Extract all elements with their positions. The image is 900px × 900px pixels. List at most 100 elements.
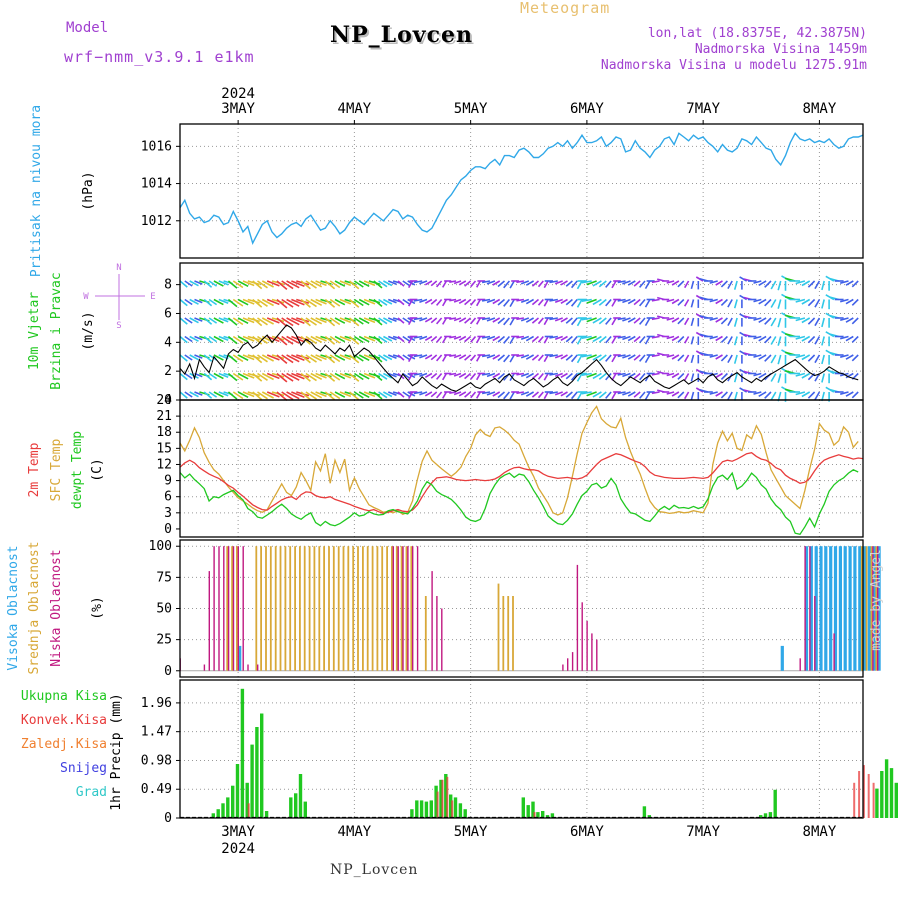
wind-arrow (358, 391, 370, 399)
wind-arrow (194, 335, 203, 341)
wind-arrow (543, 373, 549, 381)
wind-arrow (453, 280, 462, 285)
precip-bar (773, 789, 777, 818)
wind-arrow (419, 391, 428, 396)
wind-arrow (770, 354, 777, 364)
bottom-date-label-2: 5MAY (454, 824, 488, 840)
wind-arrow (576, 373, 583, 382)
wind-arrow (348, 298, 360, 308)
wind-arrow (821, 299, 825, 309)
wind-arrow (644, 336, 651, 345)
wind-arrow (570, 317, 578, 326)
wind-arrow (218, 280, 229, 286)
temperature-ytick-label-8: 24 (156, 393, 172, 408)
wind-arrow (622, 317, 631, 322)
wind-arrow (453, 372, 462, 377)
pressure-series-line (179, 132, 864, 245)
cloud-bar (436, 596, 438, 671)
precip-bar (434, 785, 438, 818)
wind-arrow (408, 280, 414, 288)
top-date-label-0: 3MAY (221, 101, 255, 117)
precip-bar (264, 811, 269, 818)
wind-arrow (329, 280, 341, 289)
precip-bar (541, 811, 545, 818)
wind-arrow (286, 372, 300, 381)
wind-arrow (363, 280, 376, 287)
cloud-bar (279, 546, 282, 671)
wind-arrow (814, 354, 821, 364)
wind-arrow (715, 298, 723, 305)
wind-arrow (378, 317, 388, 325)
wind-arrow (286, 298, 300, 307)
wind-arrow (770, 280, 777, 290)
precip-bar (872, 782, 875, 818)
wind-arrow (753, 372, 762, 377)
wind-arrow (570, 372, 578, 381)
wind-arrow (509, 354, 515, 363)
wind-arrow (348, 280, 360, 290)
wind-arrow (554, 317, 563, 322)
wind-arrow (845, 335, 854, 342)
wind-arrow (339, 372, 352, 379)
bottom-year-label: 2024 (221, 841, 255, 857)
wind-arrow (310, 298, 323, 307)
wind-arrow (419, 317, 428, 322)
wind-axis-title-2: Brzina i Pravac (49, 272, 64, 389)
wind-arrow (739, 331, 748, 338)
wind-arrow (291, 317, 305, 324)
wind-arrow (281, 391, 294, 401)
wind-arrow (825, 275, 835, 282)
wind-arrow (592, 354, 602, 361)
cloud-bar (507, 596, 510, 671)
precip-bar (880, 771, 884, 818)
top-date-label-4: 7MAY (686, 101, 720, 117)
cloud-bar (357, 546, 359, 671)
precip-legend-0: Ukupna Kisa (21, 689, 107, 704)
wind-arrow (525, 372, 534, 379)
wind-arrow (605, 354, 612, 362)
wind-arrow (232, 354, 244, 363)
bottom-date-label-5: 8MAY (803, 824, 837, 840)
cloud-bar (410, 546, 413, 671)
wind-arrow (644, 280, 651, 290)
wind-arrow (525, 335, 534, 342)
wind-arrow (430, 317, 438, 324)
cloud-bar (203, 664, 206, 671)
wind-arrow (339, 280, 352, 287)
wind-arrow (476, 391, 481, 399)
cloud-bar (294, 546, 296, 671)
wind-arrow (408, 317, 414, 325)
wind-arrow (442, 336, 448, 344)
precip-bar (221, 803, 225, 818)
wind-arrow (520, 335, 530, 341)
meteogram-label: Meteogram (520, 0, 611, 17)
precip-bar (410, 809, 414, 818)
cloud-unit-label: (%) (90, 596, 105, 619)
cloud-bar (376, 546, 379, 671)
wind-arrow (598, 354, 607, 362)
wind-arrow (576, 336, 583, 345)
wind-arrow (281, 280, 294, 290)
cloud-bar (397, 546, 399, 671)
compass-s-label: S (116, 321, 121, 331)
wind-arrow (651, 391, 660, 395)
wind-arrow (470, 391, 477, 399)
cloud-bar (381, 546, 384, 671)
wind-arrow (329, 354, 341, 363)
wind-arrow (666, 298, 675, 303)
wind-arrow (801, 317, 811, 324)
wind-arrow (520, 354, 530, 359)
wind-arrow (516, 335, 525, 339)
wind-arrow (424, 298, 433, 304)
temp-unit-label: (C) (90, 458, 105, 481)
wind-arrow (825, 312, 835, 319)
dewpt-axis-title: dewpt Temp (70, 431, 85, 509)
cloud-bar (236, 546, 238, 671)
wind-arrow (373, 372, 383, 382)
cloud-bar (497, 583, 500, 671)
precip-bar (862, 765, 865, 818)
wind-arrow (633, 372, 641, 380)
wind-arrow (397, 298, 405, 306)
wind-arrow (814, 280, 821, 290)
wind-arrow (690, 317, 695, 327)
